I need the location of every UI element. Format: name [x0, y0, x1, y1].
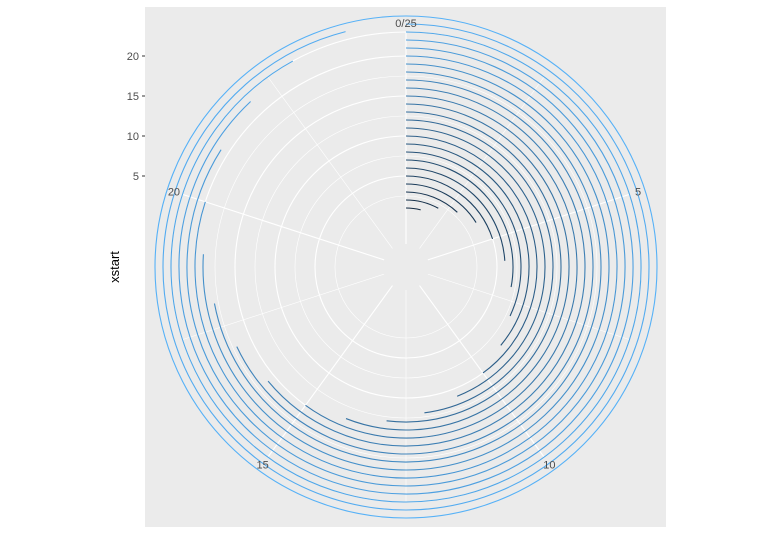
spiral-arc: [267, 87, 586, 447]
theta-major-gridline: [419, 285, 545, 458]
r-tick-label: 20: [127, 51, 139, 63]
theta-tick-labels: 0/25 5 10 15 20: [168, 18, 641, 471]
r-tick-label: 10: [127, 131, 139, 143]
spiral-arc: [305, 95, 578, 439]
theta-tick-label: 20: [168, 187, 180, 199]
theta-minor-gridline: [419, 76, 545, 249]
spiral-arc: [405, 151, 522, 317]
spiral-arc: [154, 15, 658, 519]
spiral-arc: [345, 103, 570, 431]
spiral-arc: [170, 31, 642, 503]
spiral-arc: [405, 191, 458, 213]
theta-minor-gridline: [182, 273, 385, 340]
spiral-arc: [202, 63, 610, 471]
spiral-arc: [178, 39, 634, 495]
r-tick-label: 5: [133, 171, 139, 183]
spiral-arc: [405, 119, 554, 414]
theta-minor-gridline: [267, 76, 393, 249]
spiral-arc: [236, 79, 594, 455]
theta-major-gridline: [427, 193, 630, 261]
spiral-arc: [386, 111, 562, 423]
spiral-arc: [405, 175, 494, 240]
theta-tick-label: 10: [543, 459, 555, 471]
theta-tick-label: 5: [635, 187, 641, 199]
spiral-arc: [186, 47, 626, 487]
spiral-arc: [194, 55, 618, 479]
radial-axis: 5 10 15 20: [127, 51, 145, 183]
theta-major-gridline: [267, 285, 393, 458]
spiral-arc: [162, 23, 650, 511]
spiral-arc: [405, 199, 439, 209]
spiral-arc: [405, 135, 538, 374]
theta-tick-label: 0/25: [395, 18, 416, 30]
spiral-arc: [213, 71, 602, 463]
spiral-arc: [405, 159, 514, 288]
spiral-arc: [405, 167, 506, 261]
spiral-arc: [405, 207, 421, 211]
spiral-arc: [405, 183, 477, 223]
spiral-arc: [405, 143, 530, 346]
spiral-arc: [405, 127, 546, 397]
y-axis-title: xstart: [107, 251, 122, 283]
theta-tick-label: 15: [256, 459, 268, 471]
spiral-arcs: [154, 15, 658, 519]
theta-minor-gridline: [427, 273, 630, 340]
r-tick-label: 15: [127, 91, 139, 103]
theta-major-gridline: [182, 193, 385, 261]
